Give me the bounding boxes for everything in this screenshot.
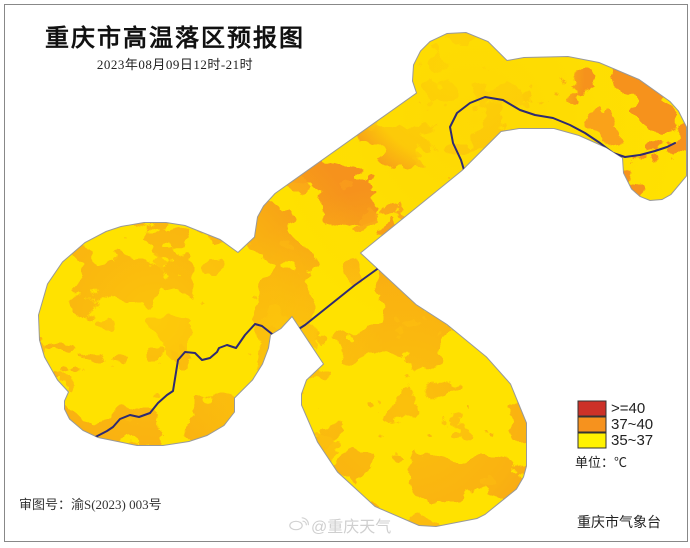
svg-text:37~40: 37~40 [611,416,653,433]
svg-text:>=40: >=40 [611,400,645,417]
svg-text:35~37: 35~37 [611,432,653,449]
svg-text:@重庆天气: @重庆天气 [311,518,391,536]
svg-text:重庆市气象台: 重庆市气象台 [577,514,661,531]
svg-text:单位：℃: 单位：℃ [575,455,627,470]
svg-text:审图号：渝S(2023) 003号: 审图号：渝S(2023) 003号 [19,497,162,512]
